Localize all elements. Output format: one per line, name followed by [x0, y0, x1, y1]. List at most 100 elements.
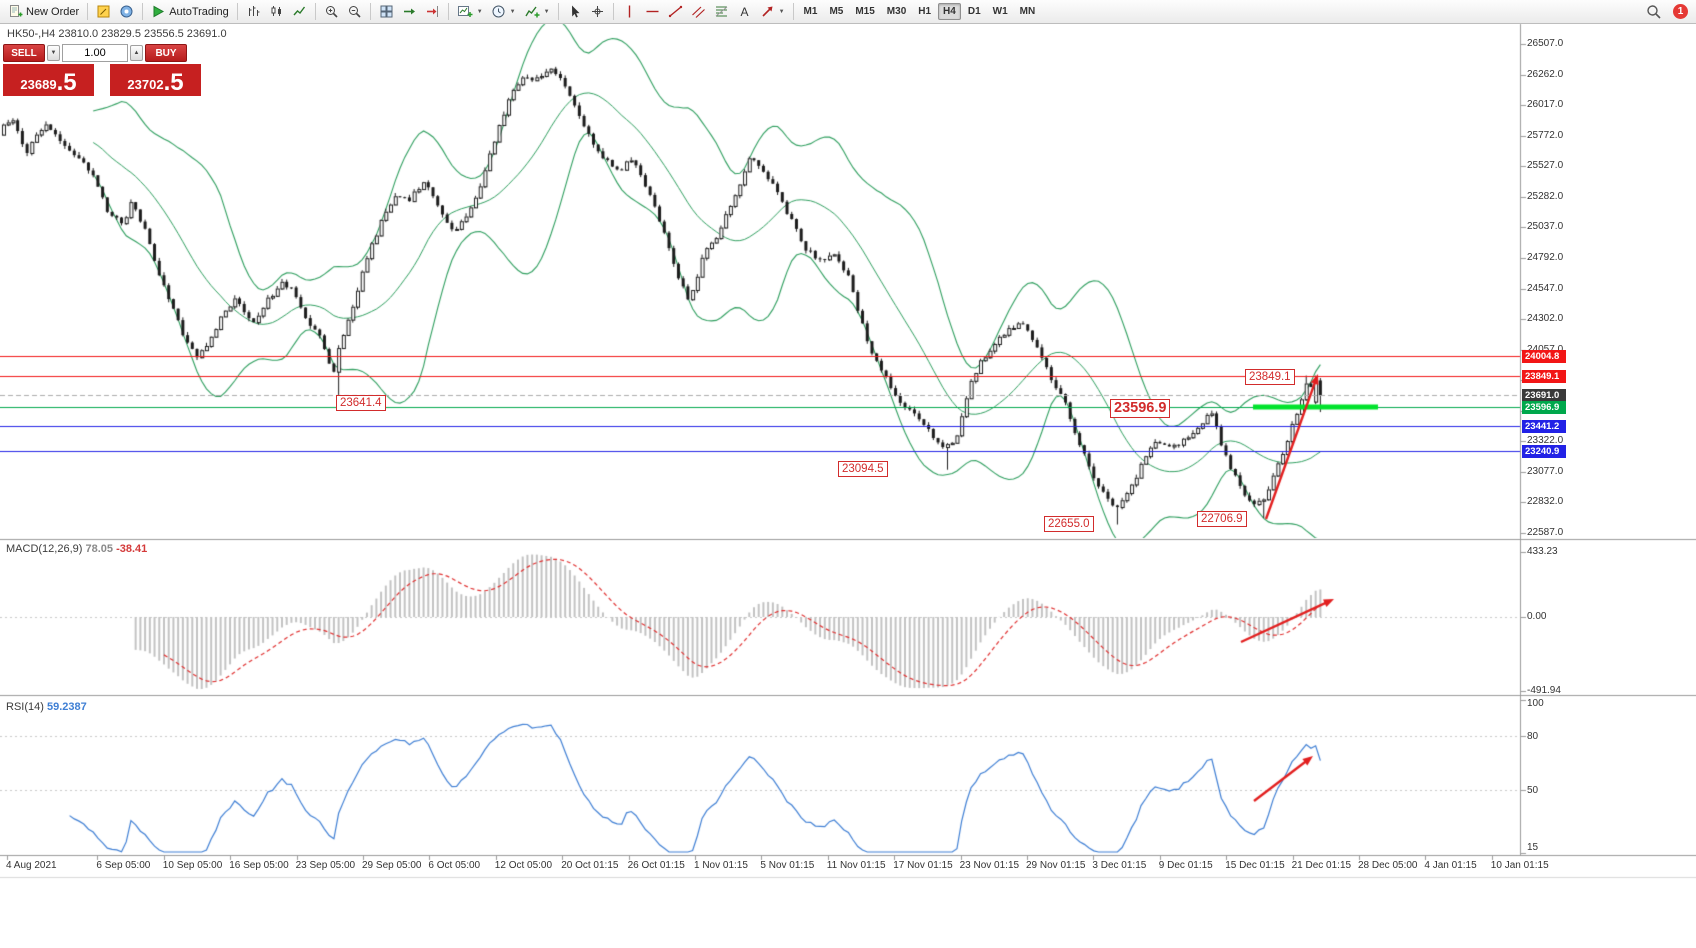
periods-button[interactable]: ▼ — [487, 2, 520, 21]
options-button[interactable] — [115, 2, 138, 21]
rsi-name: RSI(14) — [6, 701, 44, 713]
sell-price-display[interactable]: 23689.5 — [3, 64, 94, 96]
auto-scroll-button[interactable] — [398, 2, 421, 21]
trendline-tool-button[interactable] — [664, 2, 687, 21]
search-icon — [1647, 4, 1661, 19]
toolbar-separator — [142, 3, 144, 20]
toolbar-separator — [557, 3, 559, 20]
auto-scroll-icon — [403, 8, 415, 15]
arrow-tool-icon — [762, 6, 773, 17]
cursor-icon — [571, 5, 580, 18]
timeframe-button-m15[interactable]: M15 — [855, 6, 875, 17]
fibonacci-tool-button[interactable] — [710, 2, 733, 21]
search-button[interactable] — [1642, 2, 1666, 21]
fibonacci-icon — [715, 6, 727, 17]
horizontal-line-tool-button[interactable] — [641, 2, 664, 21]
one-click-trading-panel: SELL ▼ ▲ BUY 23689.5 23702.5 — [3, 44, 201, 96]
new-order-label: New Order — [26, 5, 80, 18]
timeframe-button-h4[interactable]: H4 — [938, 3, 961, 20]
new-chart-icon — [457, 6, 473, 17]
bar-chart-button[interactable] — [242, 2, 265, 21]
macd-main-value: 78.05 — [85, 543, 114, 555]
vertical-line-icon — [628, 5, 630, 18]
one-click-prices: 23689.5 23702.5 — [3, 64, 201, 96]
new-order-icon — [10, 5, 23, 17]
new-order-button[interactable]: New Order — [4, 2, 83, 21]
new-chart-button[interactable]: ▼ — [453, 2, 487, 21]
cursor-button[interactable] — [563, 2, 586, 21]
macd-signal-value: -38.41 — [116, 543, 148, 555]
sell-button[interactable]: SELL — [3, 44, 45, 62]
text-tool-button[interactable]: A — [733, 2, 756, 21]
sell-price-fraction: .5 — [56, 69, 77, 96]
autotrading-button[interactable]: AutoTrading — [147, 2, 233, 21]
periods-clock-icon — [492, 5, 505, 18]
rsi-value: 59.2387 — [46, 701, 87, 713]
indicators-icon — [525, 6, 540, 18]
equidistant-channel-icon — [691, 6, 705, 18]
tile-windows-button[interactable] — [375, 2, 398, 21]
equidistant-channel-tool-button[interactable] — [687, 2, 710, 21]
volume-input[interactable] — [62, 44, 128, 62]
chart-symbol-ohlc-line: HK50-,H4 23810.0 23829.5 23556.5 23691.0 — [7, 28, 227, 40]
candlestick-chart-icon — [271, 6, 281, 16]
line-chart-icon — [293, 6, 305, 16]
zoom-out-button[interactable] — [343, 2, 366, 21]
zoom-in-icon — [325, 6, 338, 18]
timeframe-button-mn[interactable]: MN — [1019, 6, 1036, 17]
metaeditor-button[interactable] — [92, 2, 115, 21]
timeframe-group: M1 M5 M15 M30 H1 H4 D1 W1 MN — [798, 3, 1042, 20]
toolbar-separator — [314, 3, 316, 20]
dropdown-caret: ▼ — [543, 8, 550, 15]
metaeditor-icon — [97, 5, 110, 18]
buy-price-main: 23702 — [127, 77, 164, 92]
dropdown-caret: ▼ — [778, 8, 785, 15]
arrows-tool-button[interactable]: ▼ — [756, 2, 789, 21]
toolbar-separator — [447, 3, 449, 20]
timeframe-button-m5[interactable]: M5 — [829, 6, 844, 17]
macd-indicator-label: MACD(12,26,9) 78.05 -38.41 — [6, 543, 147, 555]
sell-price-main: 23689 — [20, 77, 57, 92]
line-chart-button[interactable] — [288, 2, 311, 21]
timeframe-button-w1[interactable]: W1 — [992, 6, 1008, 17]
buy-price-display[interactable]: 23702.5 — [110, 64, 201, 96]
bar-chart-icon — [248, 6, 260, 16]
notifications-badge[interactable]: 1 — [1673, 4, 1688, 19]
rsi-indicator-label: RSI(14) 59.2387 — [6, 701, 87, 713]
toolbar: New Order AutoTrading ▼ ▼ — [0, 0, 1696, 24]
one-click-order-row: SELL ▼ ▲ BUY — [3, 44, 201, 62]
buy-price-fraction: .5 — [163, 69, 184, 96]
toolbar-separator — [87, 3, 89, 20]
indicators-button[interactable]: ▼ — [520, 2, 554, 21]
toolbar-separator — [792, 3, 794, 20]
autotrading-icon — [153, 5, 165, 18]
timeframe-button-d1[interactable]: D1 — [967, 6, 981, 17]
dropdown-caret: ▼ — [476, 8, 483, 15]
chart-shift-button[interactable] — [421, 2, 444, 21]
candlestick-chart-button[interactable] — [265, 2, 288, 21]
toolbar-separator — [369, 3, 371, 20]
timeframe-button-m1[interactable]: M1 — [803, 6, 818, 17]
trendline-icon — [668, 5, 682, 18]
toolbar-separator — [236, 3, 238, 20]
autotrading-label: AutoTrading — [169, 5, 229, 18]
svg-text:A: A — [740, 5, 748, 19]
tile-windows-icon — [380, 5, 393, 18]
zoom-in-button[interactable] — [320, 2, 343, 21]
buy-button[interactable]: BUY — [145, 44, 187, 62]
options-icon — [120, 5, 133, 18]
toolbar-separator — [612, 3, 614, 20]
volume-decrease-button[interactable]: ▼ — [47, 45, 60, 61]
dropdown-caret: ▼ — [509, 8, 516, 15]
zoom-out-icon — [348, 6, 361, 18]
volume-increase-button[interactable]: ▲ — [130, 45, 143, 61]
chart-shift-icon — [426, 6, 438, 17]
crosshair-button[interactable] — [586, 2, 609, 21]
timeframe-button-m30[interactable]: M30 — [886, 6, 907, 17]
vertical-line-tool-button[interactable] — [618, 2, 641, 21]
toolbar-right-group: 1 — [1642, 2, 1692, 21]
text-icon: A — [740, 5, 748, 19]
timeframe-button-h1[interactable]: H1 — [918, 6, 932, 17]
